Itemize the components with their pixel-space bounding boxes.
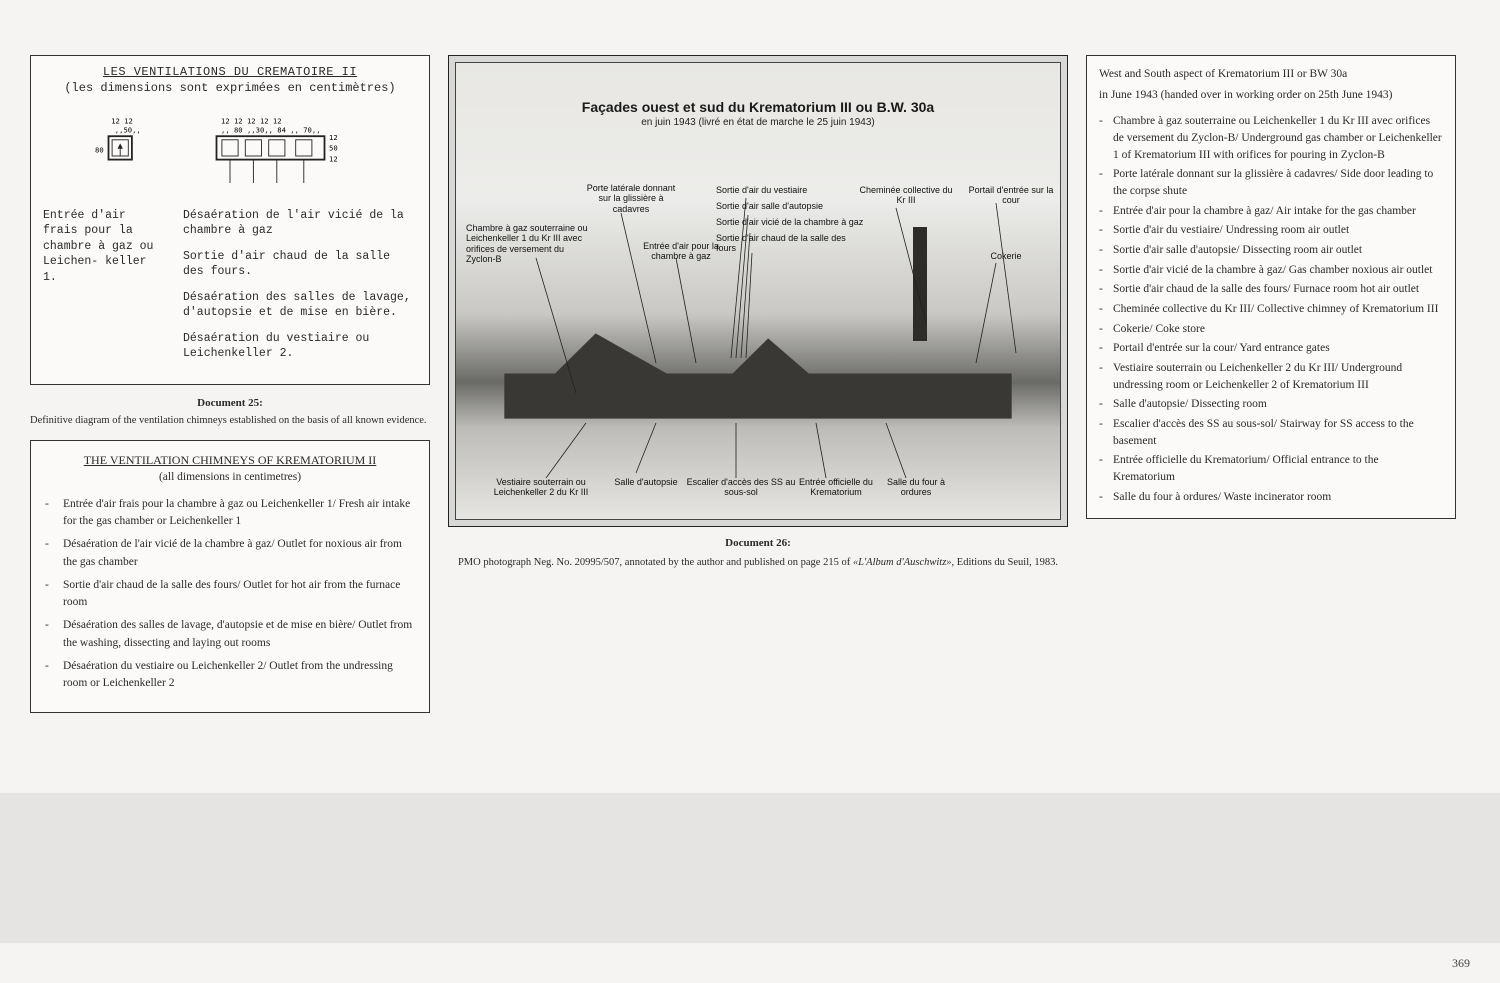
doc26-label: Document 26: (448, 537, 1068, 549)
right-item: -Salle d'autopsie/ Dissecting room (1099, 396, 1443, 413)
right-item: -Sortie d'air du vestiaire/ Undressing r… (1099, 222, 1443, 239)
doc25-caption: Definitive diagram of the ventilation ch… (30, 415, 430, 426)
svg-text:12: 12 (329, 155, 338, 164)
plabel: Sortie d'air salle d'autopsie (716, 201, 876, 211)
svg-text:50: 50 (329, 144, 338, 153)
right-item: -Cheminée collective du Kr III/ Collecti… (1099, 301, 1443, 318)
plabel: Sortie d'air du vestiaire (716, 185, 866, 195)
plabel: Cokerie (976, 251, 1036, 261)
vent-item: -Désaération du vestiaire ou Leichenkell… (45, 658, 415, 693)
doc26-post: , Editions du Seuil, 1983. (952, 557, 1058, 568)
diagram-box: LES VENTILATIONS DU CREMATOIRE II (les d… (30, 55, 430, 385)
diagram-svg: 12 12 ,,50,, 12 12 12 12 12 ,, 80 ,,30,,… (43, 102, 417, 197)
vent-list: -Entrée d'air frais pour la chambre à ga… (45, 496, 415, 693)
right-item: -Vestiaire souterrain ou Leichenkeller 2… (1099, 360, 1443, 393)
right-item: -Entrée d'air pour la chambre à gaz/ Air… (1099, 203, 1443, 220)
plabel: Entrée officielle du Krematorium (791, 477, 881, 498)
bottom-band (0, 793, 1500, 943)
plabel: Salle d'autopsie (606, 477, 686, 487)
diag-r3: Désaération des salles de lavage, d'auto… (183, 290, 417, 321)
middle-column: Façades ouest et sud du Krematorium III … (448, 55, 1068, 568)
doc26-caption: PMO photograph Neg. No. 20995/507, annot… (448, 557, 1068, 568)
vent-title: THE VENTILATION CHIMNEYS OF KREMATORIUM … (45, 451, 415, 469)
diag-r1: Désaération de l'air vicié de la chambre… (183, 208, 417, 239)
vent-subtitle: (all dimensions in centimetres) (45, 469, 415, 486)
right-head1: West and South aspect of Krematorium III… (1099, 66, 1443, 83)
diagram-labels: Entrée d'air frais pour la chambre à gaz… (43, 208, 417, 372)
right-item: -Sortie d'air salle d'autopsie/ Dissecti… (1099, 242, 1443, 259)
vent-item: -Sortie d'air chaud de la salle des four… (45, 577, 415, 612)
doc26-pre: PMO photograph Neg. No. 20995/507, annot… (458, 557, 853, 568)
right-head2: in June 1943 (handed over in working ord… (1099, 87, 1443, 104)
right-item: -Cokerie/ Coke store (1099, 321, 1443, 338)
plabel: Salle du four à ordures (876, 477, 956, 498)
svg-text:12: 12 (329, 133, 338, 142)
right-item: -Portail d'entrée sur la cour/ Yard entr… (1099, 340, 1443, 357)
annotated-photo: Façades ouest et sud du Krematorium III … (455, 62, 1061, 520)
ventilation-box: THE VENTILATION CHIMNEYS OF KREMATORIUM … (30, 440, 430, 714)
diagram-subtitle: (les dimensions sont exprimées en centim… (43, 80, 417, 96)
plabel: Escalier d'accès des SS au sous-sol (686, 477, 796, 498)
dim: 12 12 (111, 117, 133, 126)
right-item: -Escalier d'accès des SS au sous-sol/ St… (1099, 416, 1443, 449)
photo-frame: Façades ouest et sud du Krematorium III … (448, 55, 1068, 527)
right-column: West and South aspect of Krematorium III… (1086, 55, 1456, 519)
doc26-em: «L'Album d'Auschwitz» (853, 557, 952, 568)
plabel: Cheminée collective du Kr III (856, 185, 956, 206)
left-column: LES VENTILATIONS DU CREMATOIRE II (les d… (30, 55, 430, 713)
diag-r2: Sortie d'air chaud de la salle des fours… (183, 249, 417, 280)
diagram-right-labels: Désaération de l'air vicié de la chambre… (183, 208, 417, 372)
right-item: -Sortie d'air chaud de la salle des four… (1099, 281, 1443, 298)
right-item: -Porte latérale donnant sur la glissière… (1099, 166, 1443, 199)
right-item: -Entrée officielle du Krematorium/ Offic… (1099, 452, 1443, 485)
page-number: 369 (1452, 956, 1470, 971)
plabel: Chambre à gaz souterraine ou Leichenkell… (466, 223, 596, 264)
dim: ,, 80 ,,30,, 84 ,, 70,, (221, 126, 321, 135)
page-grid: LES VENTILATIONS DU CREMATOIRE II (les d… (30, 55, 1470, 713)
right-item: -Sortie d'air vicié de la chambre à gaz/… (1099, 262, 1443, 279)
plabel: Entrée d'air pour la chambre à gaz (636, 241, 726, 262)
svg-text:80: 80 (95, 146, 104, 155)
vent-item: -Désaération des salles de lavage, d'aut… (45, 617, 415, 652)
right-list: -Chambre à gaz souterraine ou Leichenkel… (1099, 113, 1443, 505)
plabel: Portail d'entrée sur la cour (966, 185, 1056, 206)
plabel: Sortie d'air chaud de la salle des fours (716, 233, 856, 254)
plabel: Vestiaire souterrain ou Leichenkeller 2 … (486, 477, 596, 498)
right-item: -Salle du four à ordures/ Waste incinera… (1099, 489, 1443, 506)
dim: 12 12 12 12 12 (221, 117, 282, 126)
doc25-label: Document 25: (30, 397, 430, 409)
diagram-title: LES VENTILATIONS DU CREMATOIRE II (43, 64, 417, 80)
diag-r4: Désaération du vestiaire ou Leichenkelle… (183, 331, 417, 362)
plabel: Porte latérale donnant sur la glissière … (586, 183, 676, 214)
right-box: West and South aspect of Krematorium III… (1086, 55, 1456, 519)
plabel: Sortie d'air vicié de la chambre à gaz (716, 217, 906, 227)
right-item: -Chambre à gaz souterraine ou Leichenkel… (1099, 113, 1443, 163)
vent-item: -Désaération de l'air vicié de la chambr… (45, 536, 415, 571)
vent-item: -Entrée d'air frais pour la chambre à ga… (45, 496, 415, 531)
label-lines (456, 63, 1060, 519)
dim: ,,50,, (115, 126, 141, 135)
diagram-left-label: Entrée d'air frais pour la chambre à gaz… (43, 208, 163, 372)
